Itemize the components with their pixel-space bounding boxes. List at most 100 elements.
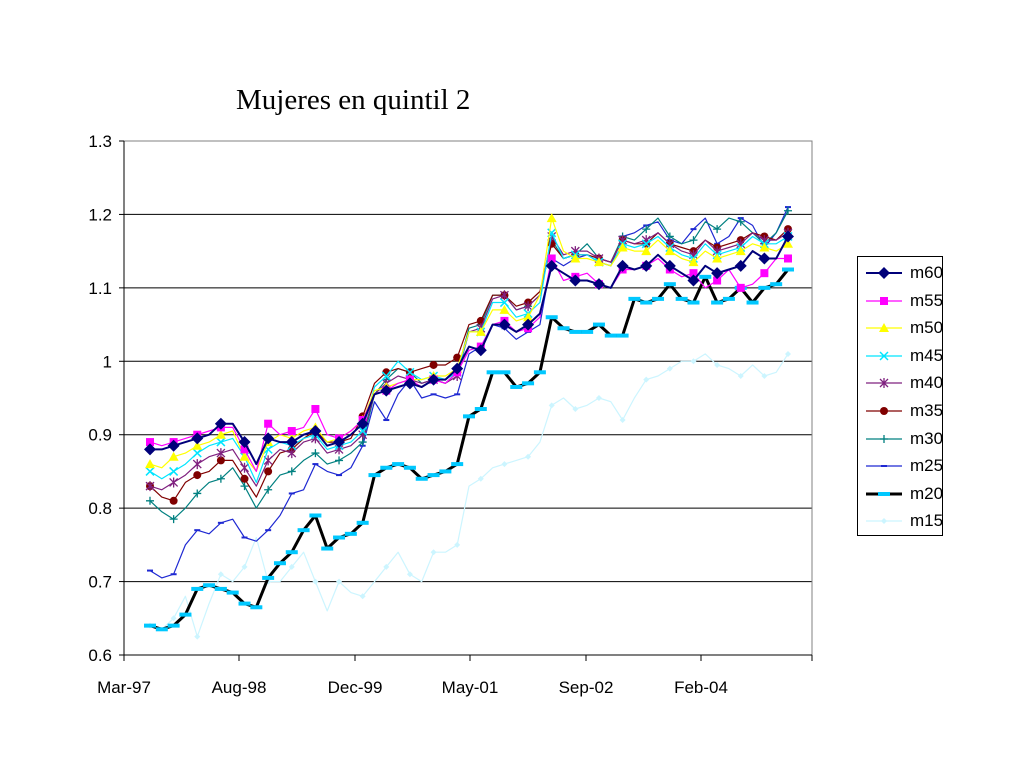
- data-point-m20: [699, 274, 712, 279]
- series-m15: [147, 350, 791, 640]
- legend-label: m45: [910, 345, 944, 365]
- data-point-m60: [782, 230, 794, 243]
- data-point-m60: [734, 259, 747, 272]
- data-point-m50: [712, 253, 723, 263]
- legend-label: m50: [910, 318, 944, 338]
- y-tick-label: 1.1: [88, 279, 112, 298]
- data-point-m20: [321, 546, 334, 551]
- data-point-m20: [356, 520, 369, 525]
- data-point-m15: [312, 578, 319, 585]
- data-point-m50: [735, 246, 746, 256]
- data-point-m15: [690, 358, 697, 365]
- data-point-m40: [192, 459, 202, 470]
- data-point-m60: [451, 362, 464, 375]
- data-point-m60: [687, 274, 700, 287]
- legend-marker-m45: [879, 351, 889, 361]
- data-point-m30: [642, 225, 651, 234]
- data-point-m20: [285, 550, 298, 555]
- data-point-m20: [309, 513, 322, 518]
- data-point-m50: [239, 451, 250, 461]
- data-point-m20: [463, 414, 475, 419]
- data-point-m50: [145, 459, 155, 469]
- data-point-m20: [604, 333, 617, 338]
- data-point-m60: [758, 252, 771, 265]
- y-tick-label: 1.3: [88, 132, 112, 151]
- data-point-m20: [533, 370, 546, 375]
- series-layer: [144, 206, 794, 640]
- data-point-m45: [381, 371, 391, 381]
- data-point-m60: [285, 436, 298, 449]
- data-point-m50: [664, 246, 675, 256]
- data-point-m35: [193, 471, 202, 480]
- legend-swatch-m60: [866, 267, 902, 279]
- legend-swatch-m20: [866, 491, 902, 496]
- data-point-m50: [617, 242, 628, 252]
- legend-marker-m15: [881, 518, 887, 525]
- data-point-m20: [439, 469, 452, 474]
- y-tick-label: 1.2: [88, 205, 112, 224]
- data-point-m20: [758, 285, 771, 290]
- legend-label: m55: [910, 290, 944, 310]
- data-point-m20: [640, 300, 653, 305]
- data-point-m60: [167, 439, 180, 452]
- y-tick-label: 0.9: [88, 426, 112, 445]
- data-point-m15: [288, 563, 295, 570]
- data-point-m20: [179, 612, 192, 617]
- data-point-m60: [663, 259, 676, 272]
- data-point-m20: [616, 333, 629, 338]
- data-point-m20: [333, 535, 346, 540]
- legend-item-m55: m55: [864, 289, 944, 317]
- data-point-m60: [191, 432, 204, 445]
- legend-swatch-m45: [866, 351, 902, 361]
- data-point-m15: [785, 350, 791, 357]
- data-point-m35: [453, 353, 462, 362]
- data-point-m50: [759, 242, 770, 252]
- legend-marker-m50: [879, 323, 889, 333]
- data-point-m55: [784, 254, 792, 263]
- legend-label: m15: [910, 511, 944, 531]
- data-point-m30: [736, 217, 745, 226]
- data-point-m50: [546, 213, 557, 223]
- data-point-m20: [167, 623, 180, 628]
- legend-item-m15: m15: [864, 509, 944, 537]
- legend-swatch-m25: [866, 465, 902, 468]
- data-point-m20: [297, 528, 310, 533]
- data-point-m20: [427, 473, 440, 478]
- data-point-m50: [688, 257, 699, 267]
- data-point-m40: [169, 477, 179, 488]
- x-tick-label: Dec-99: [328, 678, 383, 697]
- series-line-m35: [149, 228, 789, 502]
- data-point-m15: [383, 563, 390, 570]
- data-point-m15: [595, 395, 602, 401]
- legend-swatch-m55: [866, 296, 902, 305]
- data-point-m60: [403, 377, 416, 390]
- y-tick-label: 0.8: [88, 499, 112, 518]
- data-point-m50: [499, 304, 510, 314]
- chart-title: Mujeres en quintil 2: [236, 84, 471, 116]
- data-point-m45: [216, 437, 226, 447]
- data-point-m20: [155, 627, 168, 632]
- data-point-m60: [640, 259, 653, 272]
- series-line-m55: [149, 257, 788, 472]
- series-line-m60: [150, 236, 789, 466]
- data-point-m20: [498, 370, 511, 375]
- data-point-m45: [169, 466, 179, 476]
- data-point-m55: [547, 254, 556, 263]
- data-point-m60: [569, 274, 582, 287]
- data-point-m55: [760, 269, 769, 278]
- data-point-m20: [782, 267, 794, 272]
- legend-item-m30: m30: [864, 427, 943, 455]
- data-point-m20: [203, 583, 216, 588]
- data-point-m15: [737, 372, 744, 379]
- data-point-m40: [216, 448, 226, 459]
- data-point-m20: [191, 586, 204, 591]
- data-point-m50: [570, 253, 581, 263]
- data-point-m15: [406, 571, 413, 578]
- legend-marker-m35: [880, 407, 888, 415]
- data-point-m30: [193, 489, 202, 498]
- data-point-m20: [474, 407, 487, 412]
- data-point-m45: [499, 298, 509, 308]
- data-point-m60: [522, 318, 535, 331]
- data-point-m15: [501, 461, 508, 468]
